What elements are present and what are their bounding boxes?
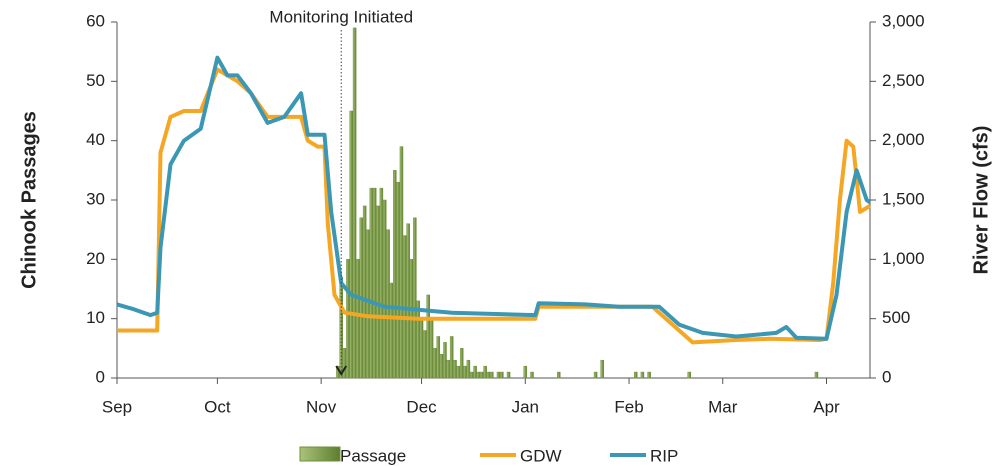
y-tick-label: 50 (86, 71, 105, 90)
bar (480, 371, 484, 379)
x-tick-label: Dec (406, 397, 437, 416)
bar (399, 146, 404, 379)
y2-tick-label: 500 (882, 308, 910, 327)
x-tick-label: Mar (708, 397, 738, 416)
bar (406, 223, 410, 379)
annotation-text: Monitoring Initiated (269, 7, 413, 26)
bar (469, 371, 474, 379)
legend-swatch (299, 446, 341, 462)
bar (439, 354, 444, 379)
x-tick-label: Sep (102, 397, 132, 416)
bar (379, 187, 384, 379)
bar (446, 359, 451, 379)
bar (413, 217, 417, 379)
bar (419, 318, 424, 379)
x-tick-label: Oct (204, 397, 231, 416)
bar (449, 336, 454, 379)
bar (389, 282, 394, 379)
x-tick-label: Feb (614, 397, 643, 416)
bar (647, 371, 651, 379)
bar (423, 330, 427, 379)
bar (366, 229, 370, 379)
bar (506, 371, 511, 379)
legend-label: RIP (650, 446, 678, 465)
y-tick-label: 30 (86, 189, 105, 208)
annotation-arrow (335, 365, 348, 376)
bar (814, 371, 819, 379)
bar (386, 229, 390, 379)
bar (476, 371, 481, 379)
bar (356, 259, 360, 379)
y-tick-label: 0 (96, 367, 105, 386)
y2-axis-title: River Flow (cfs) (970, 126, 992, 275)
y2-tick-label: 2,000 (882, 130, 925, 149)
bar (382, 199, 387, 379)
bar (600, 359, 605, 379)
bar (486, 371, 491, 379)
y-axis-title: Chinook Passages (18, 111, 40, 289)
bar (369, 187, 374, 379)
bar (416, 300, 420, 379)
x-tick-label: Nov (306, 397, 337, 416)
bar (342, 348, 347, 379)
bar (463, 365, 467, 379)
bar (349, 110, 354, 379)
bar (396, 181, 400, 379)
bar (372, 187, 377, 379)
bar (687, 371, 692, 379)
bar (346, 259, 350, 379)
bar (523, 365, 528, 379)
legend-label: Passage (340, 446, 406, 465)
bar (436, 336, 441, 379)
bar (456, 365, 461, 379)
bar (530, 371, 534, 379)
x-tick-label: Apr (813, 397, 840, 416)
bar (593, 371, 598, 379)
bar (429, 318, 434, 379)
bar (443, 342, 447, 379)
y2-tick-label: 1,000 (882, 249, 925, 268)
y2-tick-label: 1,500 (882, 189, 925, 208)
bar (483, 365, 487, 379)
bar (352, 27, 357, 379)
y-tick-label: 60 (86, 11, 105, 30)
bar (393, 170, 397, 379)
bar (459, 348, 464, 379)
flow-line (117, 67, 872, 345)
x-tick-label: Jan (512, 397, 539, 416)
bar (500, 371, 504, 379)
y-tick-label: 10 (86, 308, 105, 327)
bar (376, 205, 380, 379)
y2-tick-label: 3,000 (882, 11, 925, 30)
legend-label: GDW (520, 446, 562, 465)
y-tick-label: 20 (86, 249, 105, 268)
flow-line (116, 55, 872, 341)
bar (362, 205, 367, 379)
y2-tick-label: 2,500 (882, 71, 925, 90)
bar (496, 371, 501, 379)
bar (557, 371, 561, 379)
y-tick-label: 40 (86, 130, 105, 149)
bar (453, 359, 457, 379)
bar (473, 365, 477, 379)
bar (640, 371, 645, 379)
bar (466, 359, 471, 379)
bar (433, 348, 437, 379)
bar (633, 371, 638, 379)
bar (426, 294, 430, 379)
bar (490, 371, 494, 379)
y2-tick-label: 0 (882, 367, 891, 386)
